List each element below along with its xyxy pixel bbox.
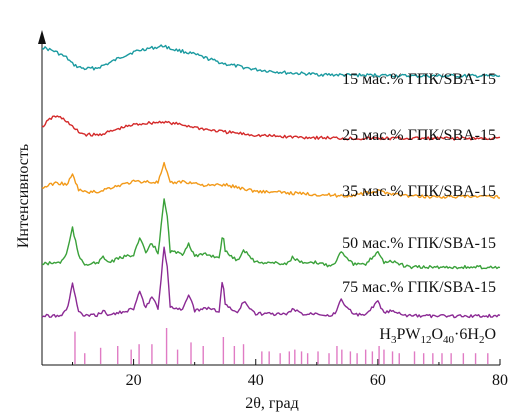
x-axis-label: 2θ, град [245, 395, 298, 412]
series-line-3 [41, 161, 500, 199]
y-axis-label: Интенсивность [15, 144, 32, 248]
series-line-2 [41, 115, 501, 141]
x-ticks: 20 40 60 80 [72, 359, 508, 389]
x-tick-label: 40 [248, 372, 264, 389]
y-axis-arrow [38, 30, 46, 44]
x-tick-label: 80 [492, 372, 508, 389]
chart-axes [38, 30, 500, 366]
series-label-3: 35 мас.% ГПК/SBA-15 [342, 183, 496, 200]
reference-label: H3PW12O40·6H2O [379, 326, 496, 346]
series-label-5: 75 мас.% ГПК/SBA-15 [342, 279, 496, 296]
series-labels: 15 мас.% ГПК/SBA-15 25 мас.% ГПК/SBA-15 35… [342, 71, 496, 296]
series-label-1: 15 мас.% ГПК/SBA-15 [342, 71, 496, 88]
x-tick-label: 60 [370, 372, 386, 389]
series-line-4 [41, 198, 501, 270]
series-line-5 [41, 246, 501, 319]
series-label-2: 25 мас.% ГПК/SBA-15 [342, 127, 496, 144]
x-tick-label: 20 [126, 372, 142, 389]
series-group [41, 44, 501, 319]
reference-pattern [74, 328, 489, 364]
series-line-1 [41, 44, 501, 79]
series-label-4: 50 мас.% ГПК/SBA-15 [342, 235, 496, 252]
